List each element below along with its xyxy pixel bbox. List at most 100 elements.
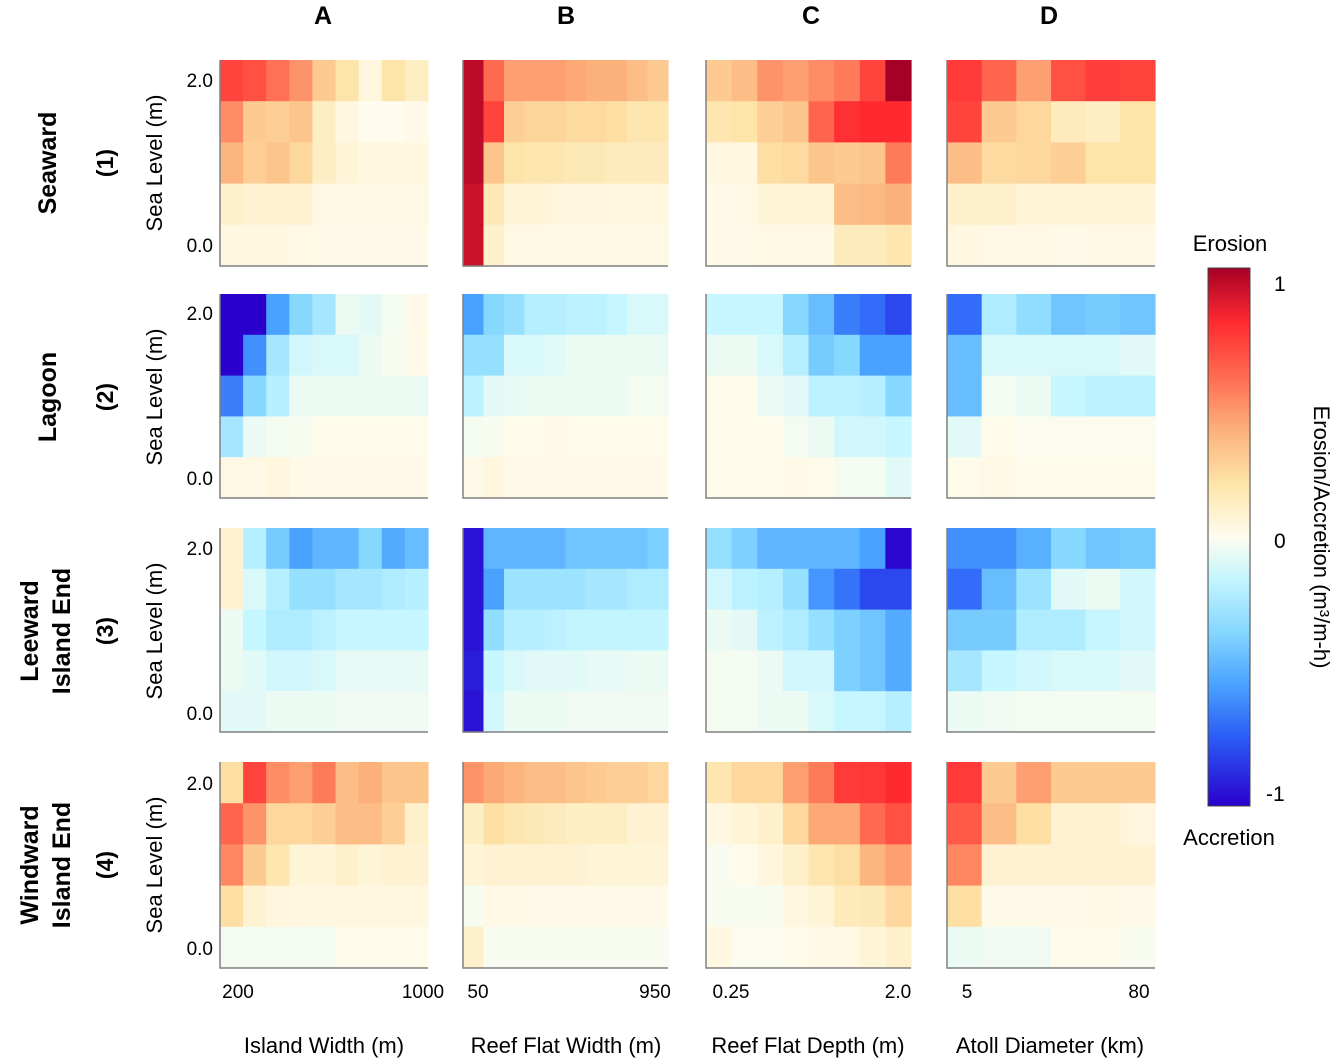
heatmap-cell bbox=[243, 224, 267, 267]
heatmap-cell bbox=[565, 844, 587, 887]
heatmap-cell bbox=[243, 691, 267, 733]
heatmap-cell bbox=[565, 294, 587, 336]
heatmap-cell bbox=[782, 609, 810, 651]
heatmap-cell bbox=[289, 844, 314, 887]
heatmap-cell bbox=[463, 803, 485, 845]
heatmap-cell bbox=[524, 528, 546, 570]
y-tick-bottom-row3: 0.0 bbox=[187, 704, 213, 725]
heatmap-cell bbox=[606, 609, 628, 651]
heatmap-cell bbox=[358, 334, 383, 377]
colorbar-top-label: Erosion bbox=[1193, 231, 1268, 256]
heatmap-cell bbox=[757, 183, 784, 226]
heatmap-cell bbox=[647, 183, 669, 226]
heatmap-cell bbox=[220, 844, 244, 887]
heatmap-cell bbox=[947, 691, 983, 733]
heatmap-cell bbox=[483, 691, 505, 733]
heatmap-cell bbox=[381, 101, 406, 143]
heatmap-cell bbox=[947, 609, 983, 651]
heatmap-cell bbox=[586, 528, 608, 570]
heatmap-cell bbox=[731, 224, 758, 267]
heatmap-cell bbox=[1120, 609, 1156, 651]
heatmap-cell bbox=[404, 762, 429, 804]
heatmap-cell bbox=[504, 334, 526, 377]
heatmap-cell bbox=[1085, 568, 1121, 611]
x-tick-d-max: 80 bbox=[1128, 982, 1149, 1003]
heatmap-cell bbox=[220, 762, 244, 804]
heatmap-cell bbox=[545, 650, 567, 692]
heatmap-cell bbox=[981, 609, 1017, 651]
panel-1b bbox=[462, 60, 669, 267]
heatmap-cell bbox=[808, 528, 835, 570]
heatmap-cell bbox=[606, 528, 628, 570]
heatmap-cell bbox=[1016, 334, 1052, 377]
heatmap-cell bbox=[381, 844, 406, 887]
heatmap-cell bbox=[706, 375, 733, 417]
heatmap-cell bbox=[1016, 60, 1052, 102]
heatmap-cell bbox=[463, 926, 485, 969]
heatmap-cell bbox=[289, 885, 314, 928]
heatmap-cell bbox=[243, 609, 267, 651]
heatmap-cell bbox=[885, 224, 912, 267]
heatmap-cell bbox=[289, 101, 314, 143]
heatmap-cell bbox=[524, 762, 546, 804]
heatmap-cell bbox=[782, 183, 810, 226]
heatmap-cell bbox=[647, 803, 669, 845]
heatmap-cell bbox=[1085, 375, 1121, 417]
heatmap-cell bbox=[606, 183, 628, 226]
heatmap-cell bbox=[483, 844, 505, 887]
heatmap-cell bbox=[504, 224, 526, 267]
heatmap-cell bbox=[289, 416, 314, 458]
heatmap-cell bbox=[358, 568, 383, 611]
heatmap-cell bbox=[1085, 844, 1121, 887]
heatmap-cell bbox=[834, 650, 861, 692]
heatmap-cell bbox=[565, 183, 587, 226]
heatmap-cell bbox=[981, 568, 1017, 611]
heatmap-cell bbox=[463, 691, 485, 733]
heatmap-cell bbox=[981, 224, 1017, 267]
heatmap-cell bbox=[312, 334, 337, 377]
heatmap-cell bbox=[627, 885, 649, 928]
heatmap-cell bbox=[504, 844, 526, 887]
heatmap-cell bbox=[834, 334, 861, 377]
heatmap-cell bbox=[808, 926, 835, 969]
heatmap-cell bbox=[586, 844, 608, 887]
heatmap-cell bbox=[404, 294, 429, 336]
heatmap-cell bbox=[545, 568, 567, 611]
heatmap-cell bbox=[947, 101, 983, 143]
heatmap-cell bbox=[808, 650, 835, 692]
heatmap-cell bbox=[504, 142, 526, 185]
heatmap-cell bbox=[524, 568, 546, 611]
heatmap-cell bbox=[504, 650, 526, 692]
heatmap-cell bbox=[647, 609, 669, 651]
heatmap-cell bbox=[586, 224, 608, 267]
heatmap-cell bbox=[1120, 803, 1156, 845]
heatmap-cell bbox=[947, 142, 983, 185]
heatmap-cell bbox=[757, 224, 784, 267]
heatmap-cell bbox=[404, 568, 429, 611]
heatmap-cell bbox=[606, 885, 628, 928]
heatmap-cell bbox=[757, 416, 784, 458]
heatmap-cell bbox=[545, 844, 567, 887]
x-tick-a-min: 200 bbox=[222, 982, 254, 1003]
heatmap-cell bbox=[1051, 844, 1087, 887]
heatmap-cell bbox=[524, 457, 546, 499]
heatmap-cell bbox=[1051, 926, 1087, 969]
heatmap-cell bbox=[606, 142, 628, 185]
heatmap-cell bbox=[859, 691, 886, 733]
row-label-seaward: Seaward bbox=[34, 112, 62, 215]
y-axis-label-row1: Sea Level (m) bbox=[142, 95, 167, 232]
heatmap-cell bbox=[358, 803, 383, 845]
heatmap-cell bbox=[358, 224, 383, 267]
heatmap-cell bbox=[808, 142, 835, 185]
heatmap-cell bbox=[757, 691, 784, 733]
heatmap-cell bbox=[565, 762, 587, 804]
column-letter-b: B bbox=[557, 2, 575, 30]
heatmap-cell bbox=[504, 294, 526, 336]
heatmap-cell bbox=[834, 844, 861, 887]
heatmap-cell bbox=[483, 528, 505, 570]
heatmap-cell bbox=[782, 457, 810, 499]
heatmap-cell bbox=[289, 803, 314, 845]
heatmap-cell bbox=[404, 334, 429, 377]
heatmap-cell bbox=[627, 334, 649, 377]
heatmap-cell bbox=[565, 334, 587, 377]
